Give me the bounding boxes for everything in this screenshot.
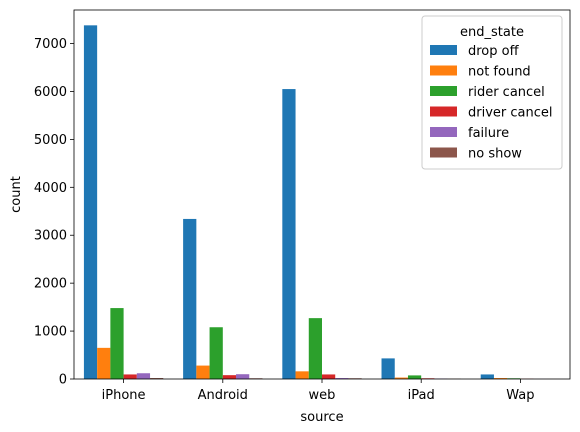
legend-swatch: [430, 45, 457, 55]
bar-not-found-ipad: [394, 377, 408, 379]
bar-driver-cancel-iphone: [123, 374, 137, 379]
x-axis-ticks: iPhone Android web iPad Wap: [102, 379, 535, 403]
legend-label: rider cancel: [468, 85, 545, 100]
legend-swatch: [430, 65, 457, 76]
y-tick-label: 3000: [34, 229, 67, 244]
y-tick-label: 2000: [34, 277, 67, 292]
legend-swatch: [430, 106, 457, 117]
x-tick-label: iPad: [408, 388, 435, 403]
y-tick-label: 5000: [34, 133, 67, 148]
bar-not-found-android: [196, 365, 210, 379]
legend-label: not found: [468, 65, 531, 80]
x-tick-label: iPhone: [102, 388, 146, 403]
bar-rider-cancel-web: [308, 318, 322, 379]
bar-no-show-iphone: [150, 378, 164, 379]
bar-failure-android: [236, 374, 250, 379]
bars-group: [83, 25, 561, 380]
bar-drop-off-android: [183, 218, 197, 379]
legend-label: failure: [468, 126, 509, 141]
x-tick-label: web: [309, 388, 336, 403]
bar-drop-off-iphone: [83, 25, 98, 380]
bar-driver-cancel-web: [322, 374, 336, 379]
x-tick-label: Wap: [506, 388, 534, 403]
bar-driver-cancel-android: [222, 375, 237, 379]
x-axis-label: source: [300, 410, 343, 425]
legend-title: end_state: [460, 25, 524, 40]
bar-not-found-web: [295, 371, 309, 379]
bar-rider-cancel-ipad: [407, 375, 422, 379]
x-tick-label: Android: [198, 388, 248, 403]
y-axis-label: count: [9, 176, 24, 213]
y-tick-label: 6000: [34, 85, 67, 100]
legend-swatch: [430, 86, 457, 96]
legend-label: driver cancel: [468, 106, 553, 121]
bar-not-found-iphone: [97, 347, 111, 379]
y-tick-label: 7000: [34, 37, 67, 52]
y-tick-label: 0: [59, 373, 67, 388]
bar-rider-cancel-iphone: [110, 308, 124, 379]
legend-items: drop off not found rider cancel driver canc…: [430, 44, 553, 162]
y-axis-ticks: 0 1000 2000 3000 4000 5000 6000 7000: [34, 37, 74, 388]
bar-drop-off-web: [282, 89, 296, 380]
bar-failure-web: [335, 378, 349, 379]
legend-swatch: [430, 127, 457, 137]
bar-not-found-wap: [493, 378, 508, 379]
legend-label: no show: [468, 147, 522, 162]
y-tick-label: 1000: [34, 325, 67, 340]
bar-failure-iphone: [136, 373, 151, 379]
legend-swatch: [430, 147, 457, 158]
bar-drop-off-wap: [480, 374, 494, 379]
legend-label: drop off: [468, 44, 520, 59]
bar-drop-off-ipad: [381, 358, 395, 379]
bar-rider-cancel-android: [209, 327, 223, 379]
y-tick-label: 4000: [34, 181, 67, 196]
